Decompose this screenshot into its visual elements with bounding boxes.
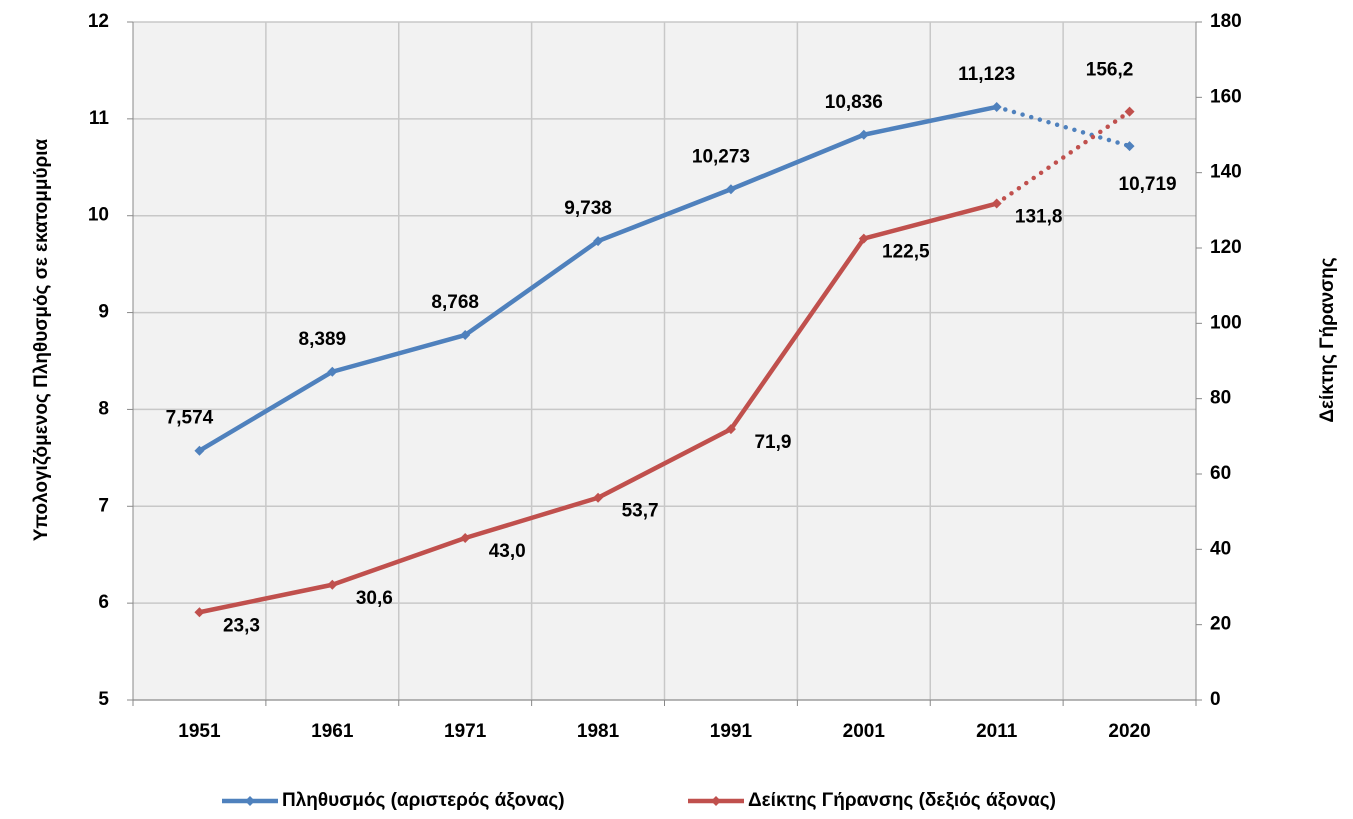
- data-label: 131,8: [1015, 207, 1063, 228]
- marker: [991, 198, 1002, 209]
- y2-tick-label: 160: [1210, 86, 1242, 107]
- legend-label: Πληθυσμός (αριστερός άξονας): [282, 790, 565, 811]
- y2-tick-label: 100: [1210, 312, 1242, 333]
- marker: [593, 236, 604, 247]
- data-label: 8,389: [299, 329, 347, 350]
- data-label: 9,738: [564, 198, 612, 219]
- x-tick-label: 1981: [577, 721, 620, 742]
- data-label: 10,719: [1119, 174, 1177, 195]
- y-tick-label: 5: [98, 689, 109, 710]
- data-label: 23,3: [223, 615, 260, 636]
- marker: [725, 424, 736, 435]
- x-tick-label: 1951: [178, 721, 221, 742]
- legend-marker: [245, 796, 255, 806]
- y2-tick-label: 40: [1210, 538, 1231, 559]
- y2-tick-label: 60: [1210, 463, 1231, 484]
- y2-tick-label: 80: [1210, 388, 1231, 409]
- data-label: 10,273: [692, 146, 750, 167]
- x-tick-label: 2020: [1108, 721, 1150, 742]
- x-tick-label: 1991: [710, 721, 753, 742]
- y2-tick-label: 20: [1210, 614, 1231, 635]
- y2-tick-label: 180: [1210, 11, 1242, 32]
- marker: [460, 330, 471, 341]
- series-line-projected: [994, 109, 1132, 206]
- data-label: 43,0: [489, 541, 526, 562]
- data-label: 156,2: [1086, 60, 1134, 81]
- marker: [1124, 106, 1135, 117]
- marker: [858, 129, 869, 140]
- x-tick-label: 1971: [444, 721, 487, 742]
- data-label: 71,9: [754, 432, 791, 453]
- marker: [194, 445, 205, 456]
- data-label: 10,836: [825, 92, 883, 113]
- data-label: 8,768: [431, 292, 479, 313]
- data-label: 30,6: [356, 588, 393, 609]
- marker: [1124, 141, 1135, 152]
- y-tick-label: 11: [89, 108, 110, 129]
- y2-axis-label: Δείκτης Γήρανσης: [1317, 257, 1338, 422]
- series-line-projected: [994, 104, 1132, 149]
- data-label: 11,123: [958, 64, 1015, 85]
- y-tick-label: 10: [88, 205, 109, 226]
- marker: [725, 184, 736, 195]
- marker: [991, 101, 1002, 112]
- x-tick-label: 2001: [843, 721, 886, 742]
- marker: [327, 579, 338, 590]
- y-tick-label: 6: [98, 592, 109, 613]
- marker: [194, 607, 205, 618]
- y2-tick-label: 0: [1210, 689, 1221, 710]
- y-tick-label: 8: [98, 398, 109, 419]
- data-label: 122,5: [882, 242, 930, 263]
- marker: [327, 366, 338, 377]
- legend-label: Δείκτης Γήρανσης (δεξιός άξονας): [748, 790, 1056, 811]
- y-tick-label: 7: [98, 495, 109, 516]
- y-tick-label: 9: [98, 302, 109, 323]
- y-axis-label: Υπολογιζόμενος Πληθυσμός σε εκατομμύρια: [31, 138, 52, 541]
- legend-marker: [711, 796, 721, 806]
- marker: [460, 533, 471, 544]
- y2-tick-label: 140: [1210, 162, 1242, 183]
- y-tick-label: 12: [88, 11, 109, 32]
- y2-tick-label: 120: [1210, 237, 1242, 258]
- x-tick-label: 2011: [976, 721, 1018, 742]
- marker: [593, 492, 604, 503]
- x-tick-label: 1961: [311, 721, 354, 742]
- data-label: 7,574: [166, 408, 214, 429]
- marker: [858, 233, 869, 244]
- data-label: 53,7: [622, 501, 659, 522]
